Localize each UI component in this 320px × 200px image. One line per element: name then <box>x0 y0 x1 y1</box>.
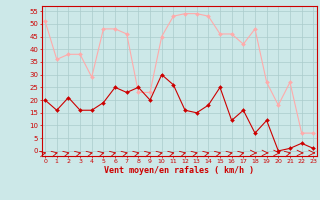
X-axis label: Vent moyen/en rafales ( km/h ): Vent moyen/en rafales ( km/h ) <box>104 166 254 175</box>
